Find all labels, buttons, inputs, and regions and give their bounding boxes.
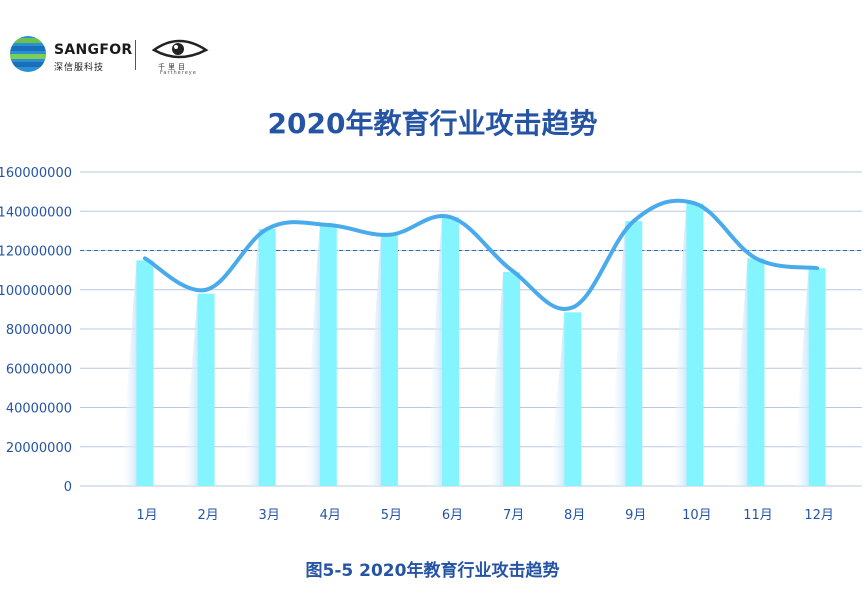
bar-1月 bbox=[136, 260, 154, 486]
brand-subtitle: 深信服科技 bbox=[54, 63, 105, 73]
bar-shadow bbox=[303, 224, 320, 487]
y-tick-label: 160000000 bbox=[0, 166, 72, 181]
bar-8月 bbox=[564, 312, 582, 486]
bar-shadow bbox=[426, 217, 442, 486]
bar-11月 bbox=[747, 258, 765, 486]
bar-shadow bbox=[670, 203, 687, 486]
header: SANGFOR 深信服科技 千里目 Farthereye bbox=[8, 34, 248, 78]
bar-shadow bbox=[792, 268, 809, 486]
y-tick-label: 140000000 bbox=[0, 205, 72, 220]
x-tick-label: 4月 bbox=[320, 508, 341, 523]
bar-5月 bbox=[380, 234, 398, 486]
bar-4月 bbox=[319, 224, 337, 487]
brand-name: SANGFOR bbox=[54, 42, 133, 58]
x-tick-label: 9月 bbox=[625, 508, 646, 523]
bar-3月 bbox=[258, 228, 276, 486]
trend-line bbox=[143, 198, 820, 311]
sangfor-logo-icon bbox=[10, 36, 46, 72]
bar-shadow bbox=[242, 228, 259, 486]
y-tick-label: 100000000 bbox=[0, 284, 72, 299]
bar-shadow bbox=[364, 234, 381, 486]
bar-shadow bbox=[120, 260, 137, 486]
bar-shadow bbox=[609, 221, 626, 486]
bar-shadow bbox=[181, 293, 198, 486]
x-tick-label: 10月 bbox=[682, 508, 712, 523]
x-tick-label: 2月 bbox=[197, 508, 218, 523]
x-tick-label: 1月 bbox=[136, 508, 157, 523]
bar-6月 bbox=[442, 217, 459, 486]
bar-shadow bbox=[487, 272, 504, 486]
bar-shadow bbox=[731, 258, 748, 486]
bar-10月 bbox=[686, 203, 704, 486]
x-tick-label: 3月 bbox=[259, 508, 280, 523]
bar-9月 bbox=[625, 221, 643, 486]
y-tick-label: 20000000 bbox=[6, 441, 72, 456]
y-tick-label: 80000000 bbox=[6, 323, 72, 338]
y-tick-label: 40000000 bbox=[6, 402, 72, 417]
brand-divider bbox=[135, 40, 136, 70]
x-tick-label: 11月 bbox=[743, 508, 773, 523]
x-tick-label: 12月 bbox=[804, 508, 834, 523]
x-tick-label: 6月 bbox=[442, 508, 463, 523]
figure-caption: 图5-5 2020年教育行业攻击趋势 bbox=[305, 561, 560, 581]
partner-name: 千里目 bbox=[158, 63, 188, 71]
bar-shadow bbox=[548, 312, 565, 486]
x-tick-label: 8月 bbox=[564, 508, 585, 523]
y-tick-label: 120000000 bbox=[0, 245, 72, 260]
bar-7月 bbox=[503, 272, 521, 486]
axis-layer: 0 20000000 40000000 60000000 80000000 1000000… bbox=[0, 166, 834, 523]
x-tick-label: 5月 bbox=[381, 508, 402, 523]
x-tick-label: 7月 bbox=[503, 508, 524, 523]
eye-logo-icon bbox=[151, 39, 209, 59]
bar-2月 bbox=[197, 293, 215, 486]
partner-subtitle: Farthereye bbox=[160, 70, 197, 76]
line-layer bbox=[143, 198, 820, 311]
y-tick-label: 0 bbox=[64, 480, 72, 495]
chart-title: 2020年教育行业攻击趋势 bbox=[267, 107, 598, 140]
bars-layer bbox=[120, 203, 826, 487]
y-tick-label: 60000000 bbox=[6, 362, 72, 377]
bar-12月 bbox=[808, 268, 826, 486]
